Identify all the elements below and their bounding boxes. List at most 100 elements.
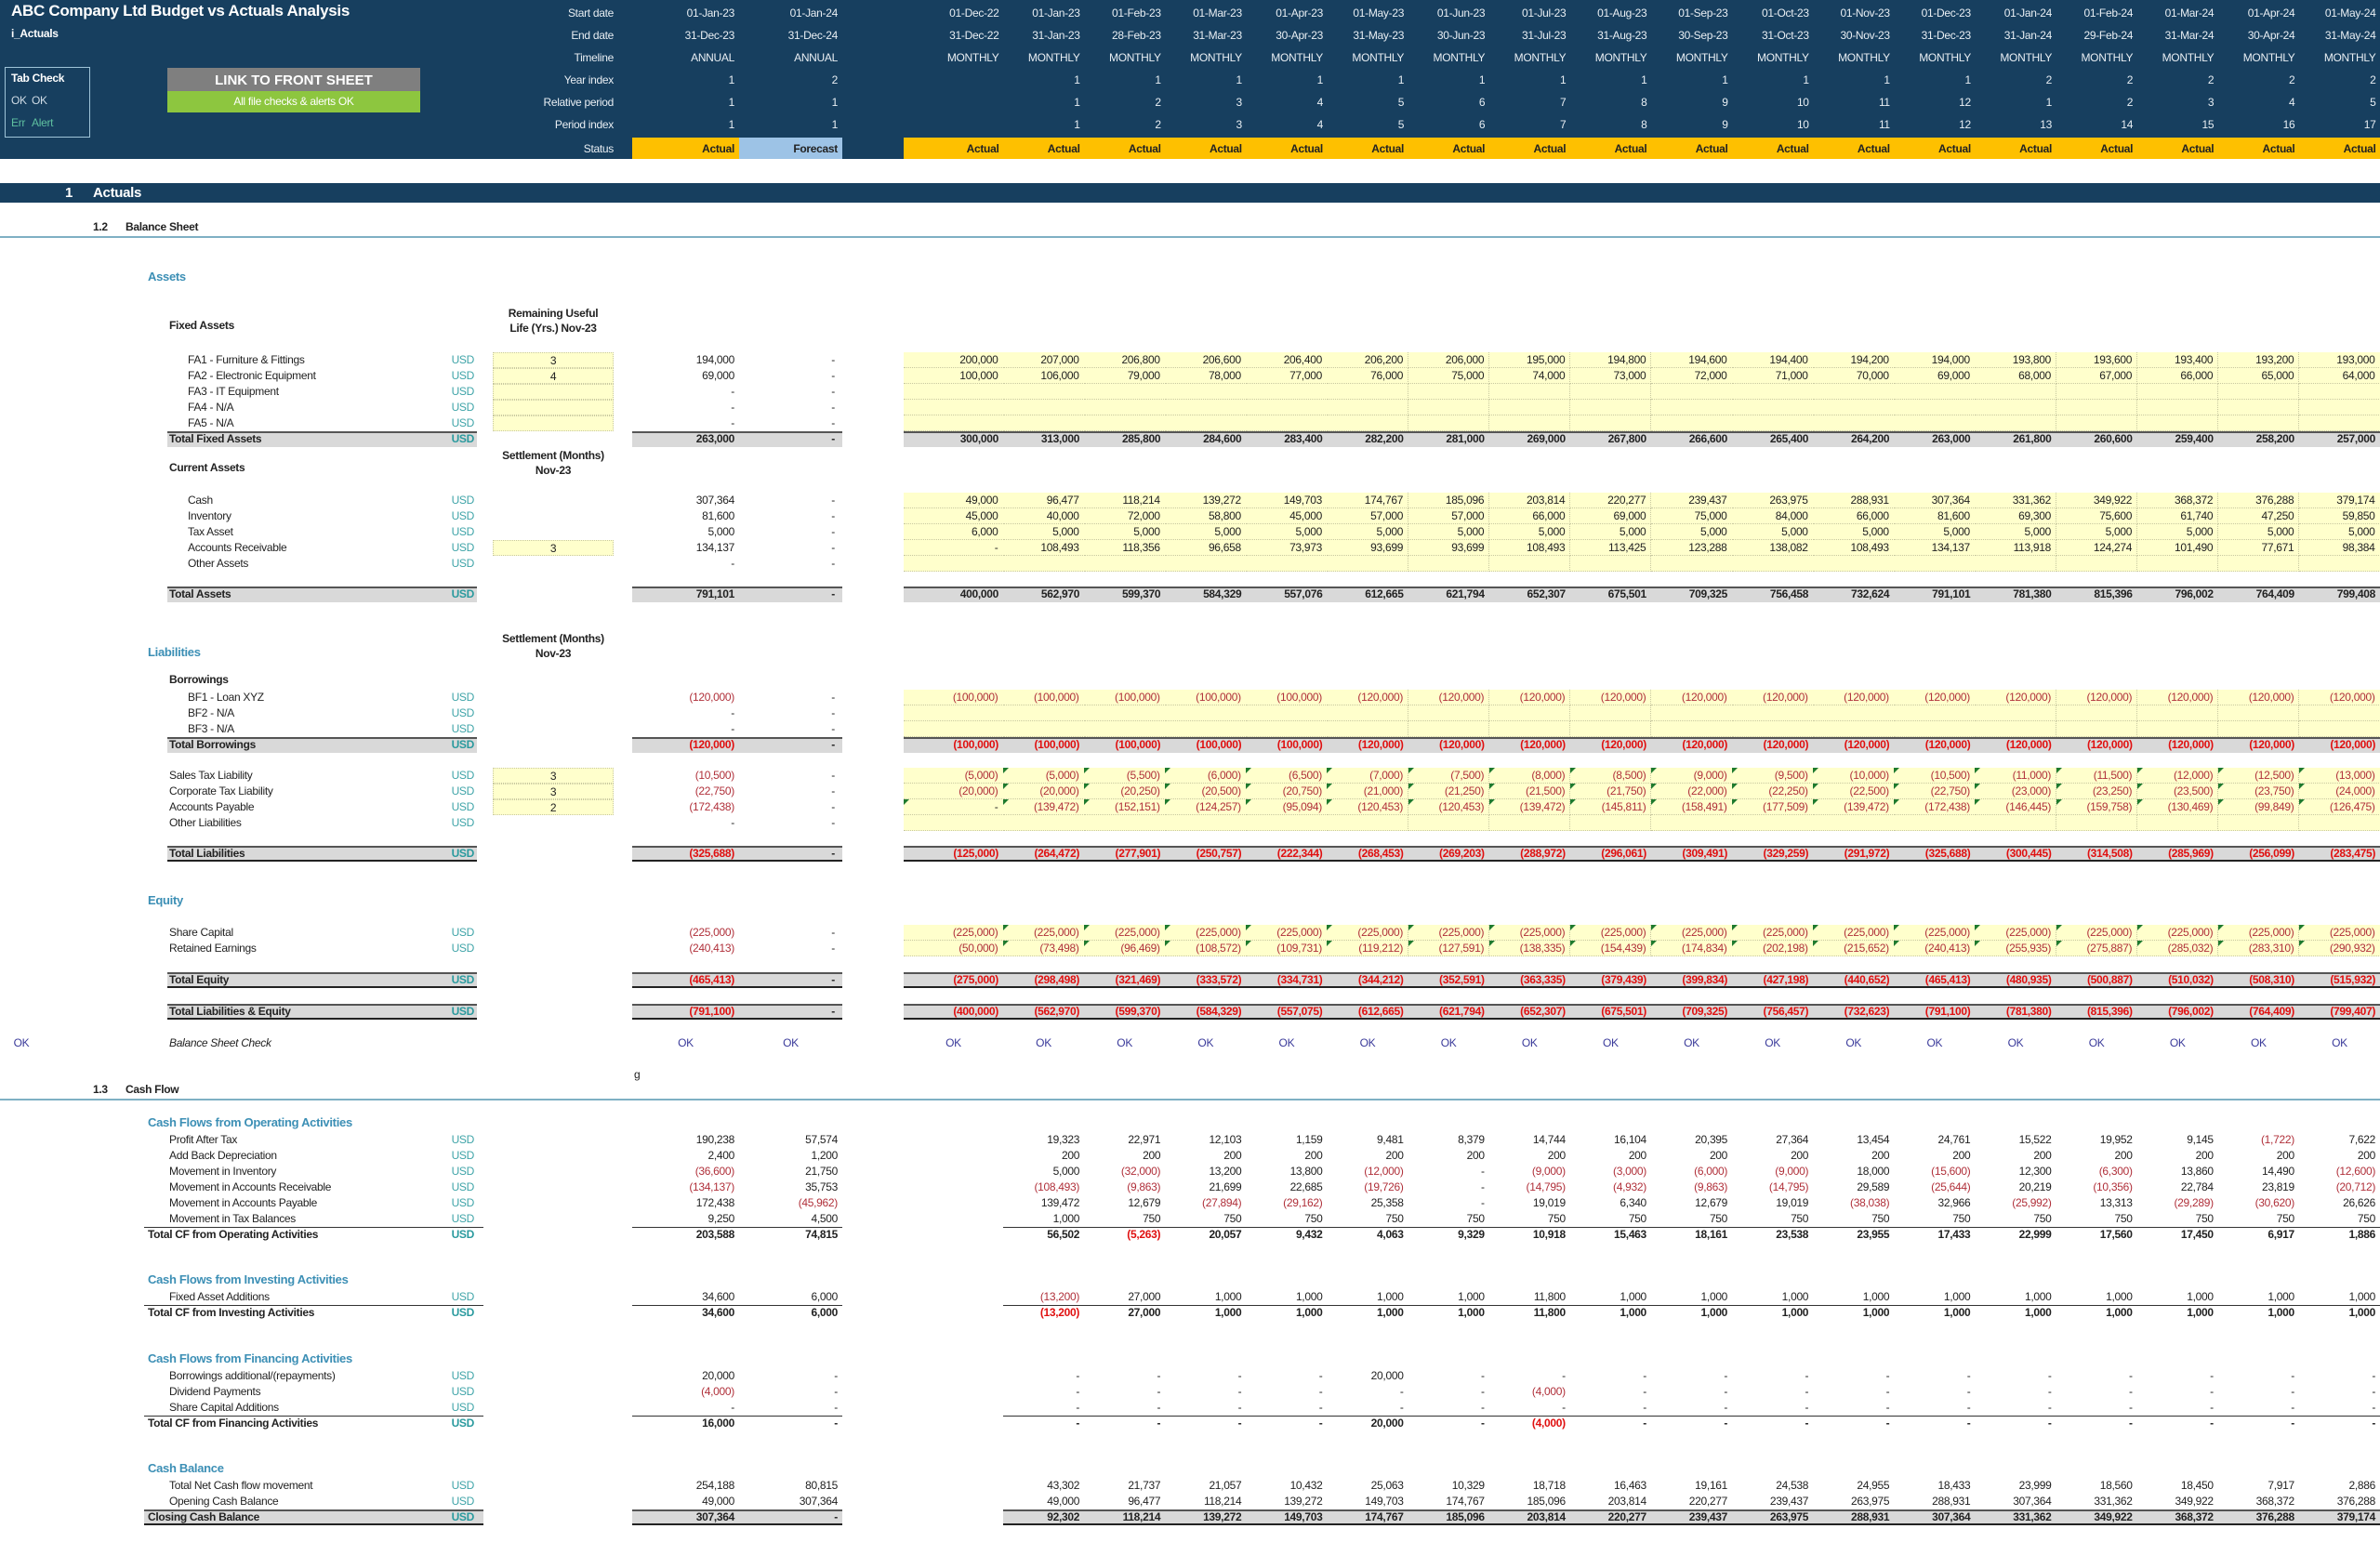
monthly-input-cell[interactable]: 193,200 — [2217, 352, 2300, 368]
monthly-input-cell[interactable] — [1327, 415, 1409, 431]
monthly-input-cell[interactable]: 100,000 — [904, 368, 1004, 384]
monthly-input-cell[interactable]: (7,000) — [1327, 768, 1409, 784]
monthly-input-cell[interactable]: (225,000) — [1327, 925, 1409, 941]
monthly-input-cell[interactable] — [2217, 721, 2300, 737]
monthly-input-cell[interactable]: 40,000 — [1003, 508, 1085, 524]
monthly-input-cell[interactable]: (146,445) — [1975, 799, 2057, 815]
monthly-input-cell[interactable]: 5,000 — [1569, 524, 1652, 540]
monthly-input-cell[interactable] — [2298, 815, 2380, 831]
monthly-input-cell[interactable]: 288,931 — [1813, 493, 1895, 508]
monthly-input-cell[interactable]: 108,493 — [1813, 540, 1895, 556]
monthly-input-cell[interactable] — [2217, 384, 2300, 400]
monthly-input-cell[interactable] — [2217, 415, 2300, 431]
monthly-input-cell[interactable] — [2217, 815, 2300, 831]
monthly-input-cell[interactable]: 5,000 — [1732, 524, 1814, 540]
monthly-input-cell[interactable]: - — [904, 799, 1004, 815]
monthly-input-cell[interactable]: (225,000) — [904, 925, 1004, 941]
monthly-input-cell[interactable] — [1327, 815, 1409, 831]
monthly-input-cell[interactable]: (23,500) — [2136, 784, 2219, 799]
monthly-input-cell[interactable] — [904, 384, 1004, 400]
monthly-input-cell[interactable] — [1084, 556, 1166, 572]
monthly-input-cell[interactable]: 93,699 — [1408, 540, 1490, 556]
monthly-input-cell[interactable] — [1894, 556, 1976, 572]
monthly-input-cell[interactable]: (100,000) — [1003, 690, 1085, 705]
monthly-input-cell[interactable]: 5,000 — [1408, 524, 1490, 540]
monthly-input-cell[interactable]: 206,200 — [1327, 352, 1409, 368]
monthly-input-cell[interactable] — [1084, 384, 1166, 400]
monthly-input-cell[interactable] — [1246, 721, 1328, 737]
monthly-input-cell[interactable]: (120,000) — [1975, 690, 2057, 705]
monthly-input-cell[interactable]: (73,498) — [1003, 941, 1085, 956]
monthly-input-cell[interactable] — [1488, 556, 1571, 572]
monthly-input-cell[interactable]: (21,750) — [1569, 784, 1652, 799]
monthly-input-cell[interactable] — [1813, 556, 1895, 572]
monthly-input-cell[interactable]: (215,652) — [1813, 941, 1895, 956]
monthly-input-cell[interactable]: 69,000 — [1569, 508, 1652, 524]
monthly-input-cell[interactable]: (225,000) — [1650, 925, 1733, 941]
monthly-input-cell[interactable] — [1894, 815, 1976, 831]
monthly-input-cell[interactable]: 124,274 — [2056, 540, 2138, 556]
monthly-input-cell[interactable]: 96,477 — [1003, 493, 1085, 508]
monthly-input-cell[interactable]: (120,000) — [1327, 690, 1409, 705]
monthly-input-cell[interactable] — [1650, 721, 1733, 737]
monthly-input-cell[interactable] — [1975, 556, 2057, 572]
monthly-input-cell[interactable]: 200,000 — [904, 352, 1004, 368]
monthly-input-cell[interactable]: (158,491) — [1650, 799, 1733, 815]
monthly-input-cell[interactable] — [1246, 415, 1328, 431]
monthly-input-cell[interactable]: (120,000) — [2298, 690, 2380, 705]
monthly-input-cell[interactable] — [904, 400, 1004, 415]
monthly-input-cell[interactable]: (109,731) — [1246, 941, 1328, 956]
monthly-input-cell[interactable] — [2056, 400, 2138, 415]
monthly-input-cell[interactable]: 47,250 — [2217, 508, 2300, 524]
monthly-input-cell[interactable] — [1165, 400, 1247, 415]
monthly-input-cell[interactable]: (5,000) — [1003, 768, 1085, 784]
monthly-input-cell[interactable]: (11,500) — [2056, 768, 2138, 784]
monthly-input-cell[interactable] — [1813, 384, 1895, 400]
monthly-input-cell[interactable]: (285,032) — [2136, 941, 2219, 956]
monthly-input-cell[interactable]: (225,000) — [1569, 925, 1652, 941]
monthly-input-cell[interactable]: (21,000) — [1327, 784, 1409, 799]
monthly-input-cell[interactable]: 5,000 — [1246, 524, 1328, 540]
monthly-input-cell[interactable]: (283,310) — [2217, 941, 2300, 956]
monthly-input-cell[interactable] — [1813, 705, 1895, 721]
monthly-input-cell[interactable]: (6,500) — [1246, 768, 1328, 784]
monthly-input-cell[interactable]: 138,082 — [1732, 540, 1814, 556]
monthly-input-cell[interactable]: 203,814 — [1488, 493, 1571, 508]
monthly-input-cell[interactable]: (177,509) — [1732, 799, 1814, 815]
monthly-input-cell[interactable] — [1569, 721, 1652, 737]
monthly-input-cell[interactable]: (20,500) — [1165, 784, 1247, 799]
monthly-input-cell[interactable]: 65,000 — [2217, 368, 2300, 384]
monthly-input-cell[interactable]: (100,000) — [904, 690, 1004, 705]
monthly-input-cell[interactable] — [1165, 721, 1247, 737]
monthly-input-cell[interactable]: 193,800 — [1975, 352, 2057, 368]
monthly-input-cell[interactable] — [1003, 705, 1085, 721]
param-input[interactable]: 3 — [493, 784, 614, 799]
monthly-input-cell[interactable]: 93,699 — [1327, 540, 1409, 556]
monthly-input-cell[interactable]: 64,000 — [2298, 368, 2380, 384]
monthly-input-cell[interactable]: 69,300 — [1975, 508, 2057, 524]
monthly-input-cell[interactable] — [1813, 721, 1895, 737]
monthly-input-cell[interactable]: 67,000 — [2056, 368, 2138, 384]
monthly-input-cell[interactable]: (6,000) — [1165, 768, 1247, 784]
monthly-input-cell[interactable] — [1327, 384, 1409, 400]
monthly-input-cell[interactable] — [1408, 400, 1490, 415]
monthly-input-cell[interactable]: (202,198) — [1732, 941, 1814, 956]
monthly-input-cell[interactable] — [1246, 384, 1328, 400]
monthly-input-cell[interactable]: 75,600 — [2056, 508, 2138, 524]
monthly-input-cell[interactable] — [1975, 721, 2057, 737]
monthly-input-cell[interactable] — [1165, 384, 1247, 400]
monthly-input-cell[interactable]: 78,000 — [1165, 368, 1247, 384]
monthly-input-cell[interactable]: 206,000 — [1408, 352, 1490, 368]
monthly-input-cell[interactable]: 108,493 — [1003, 540, 1085, 556]
monthly-input-cell[interactable] — [1246, 556, 1328, 572]
monthly-input-cell[interactable] — [1488, 400, 1571, 415]
monthly-input-cell[interactable]: (139,472) — [1488, 799, 1571, 815]
monthly-input-cell[interactable] — [1488, 721, 1571, 737]
monthly-input-cell[interactable] — [1569, 384, 1652, 400]
monthly-input-cell[interactable] — [1003, 556, 1085, 572]
monthly-input-cell[interactable]: (225,000) — [1975, 925, 2057, 941]
monthly-input-cell[interactable] — [1488, 384, 1571, 400]
monthly-input-cell[interactable] — [1894, 721, 1976, 737]
monthly-input-cell[interactable]: (225,000) — [2217, 925, 2300, 941]
monthly-input-cell[interactable] — [1732, 384, 1814, 400]
